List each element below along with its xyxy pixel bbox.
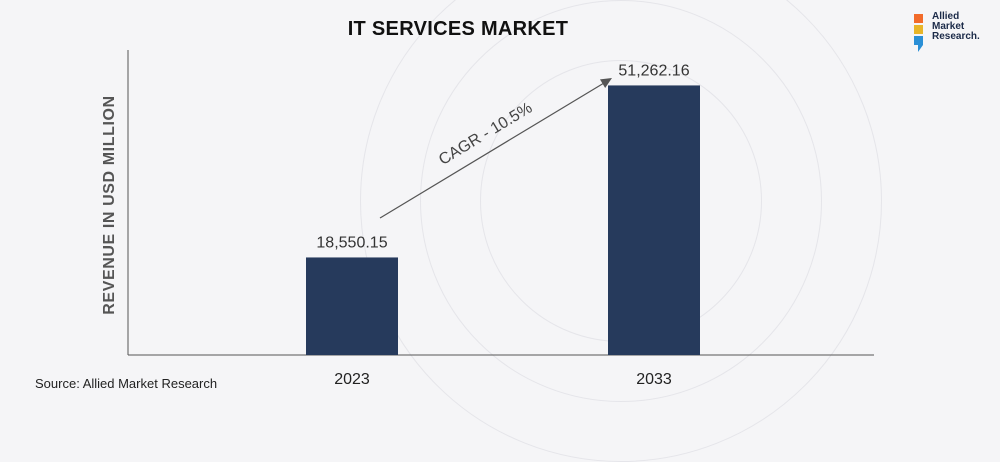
chart-title: IT SERVICES MARKET [347, 18, 569, 40]
logo-line: Market [932, 21, 965, 32]
data-label: 51,262.16 [618, 62, 689, 79]
bar-chart: 18,550.15 2023 51,262.16 2033 CAGR - 10.5% [127, 50, 874, 388]
logo-text: Allied Market Research. [932, 12, 980, 42]
bar [306, 257, 398, 355]
cagr-arrowhead-icon [599, 78, 612, 88]
x-tick-label: 2023 [334, 371, 370, 388]
logo-line: Allied [932, 11, 960, 22]
cagr-annotation: CAGR - 10.5% [436, 100, 535, 169]
x-tick-label: 2033 [636, 371, 672, 388]
cagr-arrow-line [379, 82, 605, 219]
source-note: Source: Allied Market Research [35, 376, 218, 391]
allied-market-research-logo: Allied Market Research. [914, 12, 994, 52]
logo-line: Research. [932, 31, 980, 42]
logo-mark-icon [914, 14, 923, 52]
bar [608, 85, 700, 355]
data-label: 18,550.15 [316, 234, 387, 251]
